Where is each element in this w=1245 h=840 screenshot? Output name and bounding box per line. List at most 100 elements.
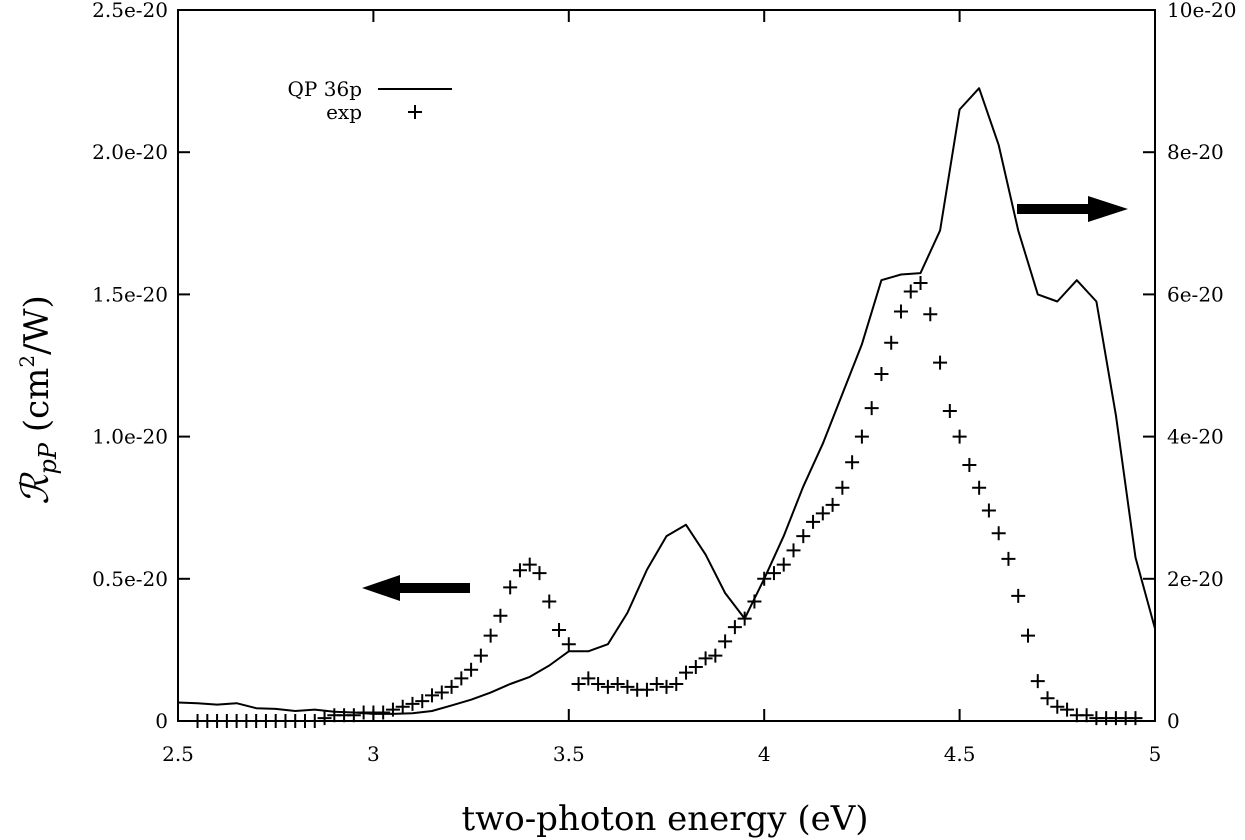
exp-point — [376, 705, 391, 720]
exp-point — [913, 276, 928, 291]
exp-point — [884, 335, 899, 350]
exp-point — [1128, 711, 1143, 726]
exp-point — [522, 557, 537, 572]
exp-point — [952, 429, 967, 444]
exp-point — [542, 594, 557, 609]
exp-point — [903, 284, 918, 299]
exp-point — [786, 543, 801, 558]
plot-frame — [177, 9, 1156, 722]
exp-point — [385, 702, 400, 717]
qp-36p-series — [177, 87, 1156, 715]
exp-point — [649, 677, 664, 692]
y-right-tick-label: 2e-20 — [1167, 567, 1224, 591]
exp-point — [591, 677, 606, 692]
exp-point — [454, 671, 469, 686]
x-tick-label: 2.5 — [162, 742, 194, 766]
y-axis-label-unit-open: (cm — [17, 368, 57, 443]
exp-point — [552, 622, 567, 637]
y-right-tick-label: 0 — [1167, 709, 1180, 733]
y-left-tick-label: 1.0e-20 — [92, 425, 168, 449]
exp-point — [972, 480, 987, 495]
y-axis-label-sub: pP — [34, 442, 62, 474]
exp-point — [512, 563, 527, 578]
exp-point — [415, 694, 430, 709]
exp-point — [747, 594, 762, 609]
exp-point — [483, 628, 498, 643]
y-left-tick-label: 0.5e-20 — [92, 567, 168, 591]
legend: QP 36p exp — [288, 77, 452, 124]
x-tick-label: 3 — [367, 742, 380, 766]
exp-point — [600, 679, 615, 694]
y-right-tick-label: 8e-20 — [1167, 140, 1224, 164]
exp-point — [395, 699, 410, 714]
exp-point — [727, 620, 742, 635]
x-tick-label: 4 — [758, 742, 771, 766]
exp-point — [639, 682, 654, 697]
y-left-ticks: 0 0.5e-20 1.0e-20 1.5e-20 2.0e-20 2.5e-20 — [92, 0, 190, 733]
exp-point — [708, 648, 723, 663]
exp-point — [806, 514, 821, 529]
exp-point — [503, 580, 518, 595]
y-right-tick-label: 6e-20 — [1167, 282, 1224, 306]
exp-point — [1001, 551, 1016, 566]
exp-point — [1079, 708, 1094, 723]
x-axis-label: two-photon energy (eV) — [461, 799, 868, 839]
y-left-tick-label: 1.5e-20 — [92, 282, 168, 306]
legend-label-qp: QP 36p — [288, 77, 362, 101]
exp-point — [991, 526, 1006, 541]
y-axis-label-main: ℛ — [13, 472, 57, 505]
y-axis-label-unit-sup: 2 — [15, 355, 39, 368]
y-right-tick-label: 4e-20 — [1167, 425, 1224, 449]
axis-arrows — [362, 196, 1128, 601]
exp-point — [317, 711, 332, 726]
exp-point — [571, 677, 586, 692]
x-tick-label: 3.5 — [553, 742, 585, 766]
exp-point — [874, 367, 889, 382]
exp-point — [659, 679, 674, 694]
x-ticks: 2.5 3 3.5 4 4.5 5 — [162, 10, 1161, 766]
exp-point — [679, 665, 694, 680]
exp-point — [893, 304, 908, 319]
exp-point — [493, 608, 508, 623]
exp-point — [698, 651, 713, 666]
exp-point — [473, 648, 488, 663]
exp-point — [1050, 699, 1065, 714]
exp-point — [718, 634, 733, 649]
exp-point — [933, 355, 948, 370]
exp-point — [346, 708, 361, 723]
exp-point — [1060, 702, 1075, 717]
x-tick-label: 4.5 — [944, 742, 976, 766]
exp-point — [737, 611, 752, 626]
y-left-tick-label: 2.0e-20 — [92, 140, 168, 164]
exp-point — [923, 307, 938, 322]
exp-point — [825, 497, 840, 512]
exp-point — [835, 480, 850, 495]
left-axis-arrow — [362, 575, 470, 601]
exp-point — [1040, 691, 1055, 706]
exp-point — [581, 671, 596, 686]
y-right-ticks: 0 2e-20 4e-20 6e-20 8e-20 10e-20 — [1143, 0, 1237, 733]
exp-point — [1020, 628, 1035, 643]
legend-swatch-exp — [408, 105, 422, 119]
exp-point — [620, 679, 635, 694]
exp-series — [190, 276, 1143, 728]
exp-point — [796, 529, 811, 544]
exp-point — [434, 685, 449, 700]
qp-36p-line — [177, 87, 1156, 715]
plot-border — [177, 9, 1156, 722]
exp-point — [962, 458, 977, 473]
exp-point — [610, 677, 625, 692]
y-axis-label: ℛpP (cm2/W) — [13, 295, 62, 505]
exp-point — [815, 506, 830, 521]
exp-point — [464, 662, 479, 677]
y-left-tick-label: 0 — [155, 709, 168, 733]
right-axis-arrow — [1017, 196, 1128, 222]
exp-point — [1011, 588, 1026, 603]
exp-point — [757, 571, 772, 586]
y-left-tick-label: 2.5e-20 — [92, 0, 168, 22]
exp-point — [766, 566, 781, 581]
exp-point — [561, 637, 576, 652]
exp-point — [776, 557, 791, 572]
legend-plus-mark — [408, 105, 422, 119]
